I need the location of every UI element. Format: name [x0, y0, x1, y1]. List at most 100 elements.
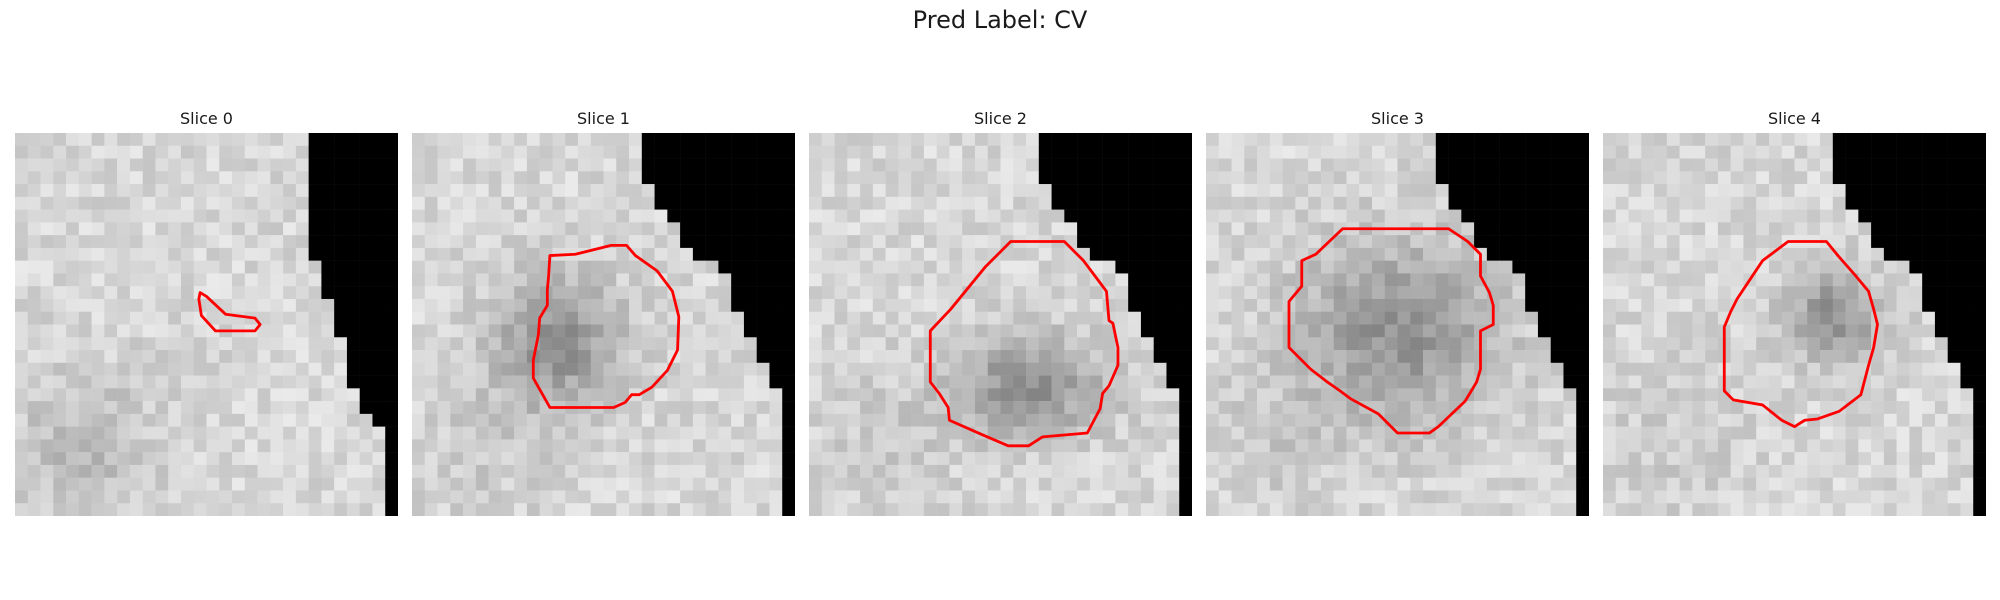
- pixel: [680, 260, 694, 274]
- pixel: [1537, 503, 1551, 516]
- pixel: [295, 490, 309, 504]
- pixel: [40, 235, 54, 249]
- pixel: [193, 464, 207, 478]
- pixel: [1883, 260, 1897, 274]
- pixel: [78, 337, 92, 351]
- pixel: [514, 222, 528, 236]
- pixel: [1089, 426, 1103, 440]
- pixel: [1064, 286, 1078, 300]
- pixel: [769, 145, 783, 159]
- pixel: [412, 413, 426, 427]
- pixel: [756, 298, 770, 312]
- pixel: [872, 350, 886, 364]
- pixel: [359, 477, 373, 491]
- pixel: [539, 158, 553, 172]
- pixel: [1218, 133, 1232, 147]
- pixel: [1628, 222, 1642, 236]
- pixel: [1077, 464, 1091, 478]
- pixel: [898, 477, 912, 491]
- pixel: [346, 209, 360, 223]
- pixel: [129, 171, 143, 185]
- pixel: [1794, 401, 1808, 415]
- pixel: [1000, 196, 1014, 210]
- pixel: [117, 503, 131, 516]
- pixel: [1973, 209, 1986, 223]
- pixel: [1550, 209, 1564, 223]
- pixel: [898, 337, 912, 351]
- pixel: [1858, 158, 1872, 172]
- pixel: [1282, 133, 1296, 147]
- pixel: [718, 247, 732, 261]
- pixel: [1922, 503, 1936, 516]
- pixel: [359, 247, 373, 261]
- pixel: [385, 171, 398, 185]
- pixel: [1244, 388, 1258, 402]
- pixel: [987, 286, 1001, 300]
- pixel: [1026, 298, 1040, 312]
- pixel: [219, 413, 233, 427]
- pixel: [206, 503, 220, 516]
- pixel: [1730, 235, 1744, 249]
- pixel: [437, 171, 451, 185]
- pixel: [1820, 298, 1834, 312]
- pixel: [283, 324, 297, 338]
- pixel: [1603, 145, 1617, 159]
- pixel: [565, 337, 579, 351]
- pixel: [1641, 426, 1655, 440]
- pixel: [1359, 426, 1373, 440]
- pixel: [66, 311, 80, 325]
- pixel: [1206, 247, 1220, 261]
- pixel: [1346, 260, 1360, 274]
- pixel: [1423, 196, 1437, 210]
- pixel: [1038, 464, 1052, 478]
- pixel: [232, 388, 246, 402]
- pixel: [1934, 388, 1948, 402]
- pixel: [1922, 273, 1936, 287]
- pixel: [1295, 158, 1309, 172]
- pixel: [1320, 477, 1334, 491]
- pixel: [15, 439, 29, 453]
- pixel: [1346, 298, 1360, 312]
- pixel: [1179, 298, 1192, 312]
- pixel: [667, 247, 681, 261]
- pixel: [283, 171, 297, 185]
- pixel: [1346, 350, 1360, 364]
- pixel: [1768, 477, 1782, 491]
- pixel: [1679, 133, 1693, 147]
- pixel: [1397, 260, 1411, 274]
- pixel: [66, 145, 80, 159]
- pixel: [168, 337, 182, 351]
- pixel: [860, 222, 874, 236]
- pixel: [680, 375, 694, 389]
- pixel: [1615, 324, 1629, 338]
- pixel: [1257, 298, 1271, 312]
- pixel: [1461, 503, 1475, 516]
- pixel: [1166, 311, 1180, 325]
- pixel: [654, 133, 668, 147]
- pixel: [1768, 464, 1782, 478]
- pixel: [1705, 388, 1719, 402]
- pixel: [616, 184, 630, 198]
- pixel: [295, 388, 309, 402]
- pixel: [514, 298, 528, 312]
- pixel: [1768, 375, 1782, 389]
- pixel: [847, 209, 861, 223]
- pixel: [1320, 426, 1334, 440]
- pixel: [936, 273, 950, 287]
- pixel: [1346, 145, 1360, 159]
- pixel: [27, 171, 41, 185]
- pixel: [1512, 158, 1526, 172]
- pixel: [885, 184, 899, 198]
- pixel: [782, 298, 795, 312]
- pixel: [1371, 145, 1385, 159]
- pixel: [1705, 311, 1719, 325]
- pixel: [1947, 477, 1961, 491]
- pixel: [1896, 362, 1910, 376]
- pixel: [295, 350, 309, 364]
- pixel: [629, 184, 643, 198]
- pixel: [463, 477, 477, 491]
- pixel: [1768, 426, 1782, 440]
- pixel: [565, 209, 579, 223]
- pixel: [437, 439, 451, 453]
- pixel: [1576, 235, 1589, 249]
